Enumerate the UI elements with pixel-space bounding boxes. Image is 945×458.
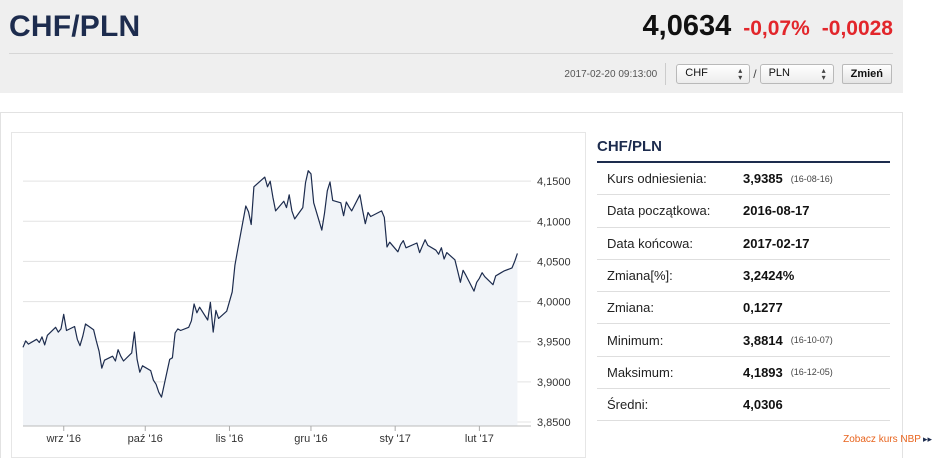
change-button[interactable]: Zmień: [841, 64, 892, 84]
change-percent: -0,07%: [743, 17, 810, 40]
stats-row-value: 3,2424%: [743, 268, 795, 284]
stats-row: Data początkowa: 2016-08-17: [597, 195, 890, 228]
stats-row-label: Średni:: [607, 397, 649, 413]
y-tick-label: 4,0500: [537, 256, 571, 268]
stats-row-label: Maksimum:: [607, 364, 674, 380]
current-rate: 4,0634: [642, 10, 732, 42]
quote-header: CHF/PLN 4,0634 -0,07% -0,0028 2017-02-20…: [0, 0, 903, 93]
select-arrows-icon: ▴ ▾: [738, 66, 743, 82]
series-line: [22, 170, 518, 398]
stats-row-date: (16-10-07): [790, 335, 833, 346]
stats-title: CHF/PLN: [597, 132, 890, 163]
content-panel: [0, 112, 903, 458]
from-currency-select[interactable]: CHF ▴ ▾: [676, 64, 751, 84]
rate-chart[interactable]: 4,1500 4,1000 4,0500 4,0000 3,9500 3,9000 3,85…: [11, 132, 586, 458]
from-currency-value: CHF: [685, 67, 708, 79]
stats-row-value: 3,9385: [743, 171, 783, 187]
to-currency-select[interactable]: PLN ▴ ▾: [759, 64, 834, 84]
stats-row-date: (16-12-05): [790, 367, 833, 378]
x-tick-label: wrz '16: [45, 433, 81, 445]
stats-row: Kurs odniesienia: 3,9385 (16-08-16): [597, 163, 890, 196]
quote-timestamp: 2017-02-20 09:13:00: [564, 68, 658, 80]
stats-row-label: Zmiana:: [607, 300, 654, 316]
double-chevron-right-icon: ▸▸: [922, 434, 932, 444]
y-tick-label: 4,1500: [537, 176, 571, 188]
stats-row-label: Data początkowa:: [607, 203, 711, 219]
stats-table: CHF/PLN Kurs odniesienia: 3,9385 (16-08-16…: [597, 132, 890, 422]
header-divider: [9, 53, 893, 54]
x-tick-label: lis '16: [216, 433, 244, 445]
stats-row-label: Data końcowa:: [607, 235, 693, 251]
stats-row: Średni: 4,0306: [597, 389, 890, 422]
stats-row-value: 2016-08-17: [743, 203, 810, 219]
to-currency-value: PLN: [768, 67, 790, 79]
stats-row: Minimum: 3,8814 (16-10-07): [597, 324, 890, 357]
currency-separator: /: [753, 67, 757, 81]
x-tick-label: gru '16: [294, 433, 327, 445]
stats-row-value: 0,1277: [743, 300, 783, 316]
change-absolute: -0,0028: [821, 17, 893, 40]
currency-controls: 2017-02-20 09:13:00 CHF ▴ ▾ / PLN ▴ ▾ Zmie…: [564, 62, 892, 86]
y-tick-label: 3,9500: [537, 337, 571, 349]
nbp-link-label: Zobacz kurs NBP: [843, 434, 921, 445]
stats-row-value: 3,8814: [743, 332, 783, 348]
stats-row-value: 2017-02-17: [743, 235, 810, 251]
y-tick-label: 4,0000: [537, 297, 571, 309]
stats-row: Zmiana[%]: 3,2424%: [597, 260, 890, 293]
stats-row: Maksimum: 4,1893 (16-12-05): [597, 357, 890, 390]
select-arrows-icon: ▴ ▾: [821, 66, 826, 82]
quote-summary: 4,0634 -0,07% -0,0028: [643, 10, 893, 43]
page-title: CHF/PLN: [9, 10, 141, 43]
stats-row-label: Zmiana[%]:: [607, 268, 673, 284]
nbp-rate-link[interactable]: Zobacz kurs NBP ▸▸: [843, 434, 932, 445]
controls-separator: [665, 63, 667, 85]
y-tick-label: 3,9000: [537, 377, 571, 389]
stats-row-date: (16-08-16): [790, 173, 833, 184]
stats-row-value: 4,1893: [743, 364, 783, 380]
y-tick-label: 3,8500: [537, 417, 571, 429]
stats-row: Data końcowa: 2017-02-17: [597, 228, 890, 260]
series-area: [23, 170, 518, 426]
stats-row-label: Minimum:: [607, 332, 664, 348]
stats-row-label: Kurs odniesienia:: [607, 171, 707, 187]
x-tick-label: lut '17: [465, 433, 494, 445]
stats-row: Zmiana: 0,1277: [597, 292, 890, 325]
y-tick-label: 4,1000: [537, 216, 571, 228]
stats-row-value: 4,0306: [743, 397, 783, 413]
x-tick-label: sty '17: [379, 433, 410, 445]
x-tick-label: paź '16: [128, 433, 163, 445]
